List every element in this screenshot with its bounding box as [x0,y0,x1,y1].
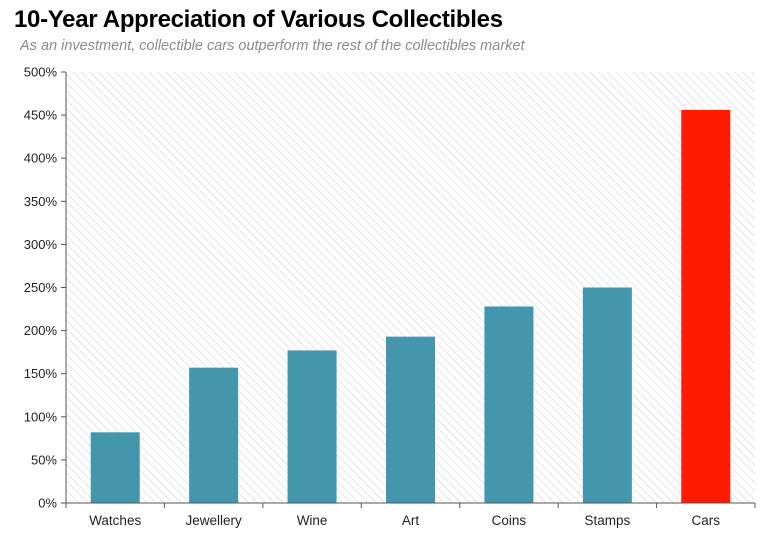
y-tick-label: 0% [38,496,57,511]
x-tick-label: Watches [89,513,141,528]
y-tick-label: 250% [24,280,58,295]
bar-coins [484,306,534,503]
y-tick-label: 150% [24,366,58,381]
x-tick-label: Jewellery [186,513,243,528]
x-tick-label: Cars [692,513,721,528]
y-tick-label: 50% [31,452,57,467]
x-tick-label: Coins [492,513,527,528]
bar-watches [90,432,140,503]
y-tick-label: 400% [24,151,58,166]
bar-cars [681,109,731,503]
bar-stamps [582,287,632,503]
bar-wine [287,350,337,503]
y-tick-label: 350% [24,194,58,209]
x-tick-label: Wine [297,513,328,528]
y-tick-label: 200% [24,323,58,338]
chart-title: 10-Year Appreciation of Various Collecti… [14,6,503,33]
x-tick-label: Stamps [584,513,630,528]
x-tick-label: Art [402,513,420,528]
y-tick-label: 450% [24,108,58,123]
bar-art [386,336,435,503]
y-tick-label: 500% [24,65,58,80]
y-tick-label: 300% [24,237,58,252]
chart-subtitle: As an investment, collectible cars outpe… [20,38,525,54]
bar-jewellery [189,367,239,503]
y-tick-label: 100% [24,409,58,424]
